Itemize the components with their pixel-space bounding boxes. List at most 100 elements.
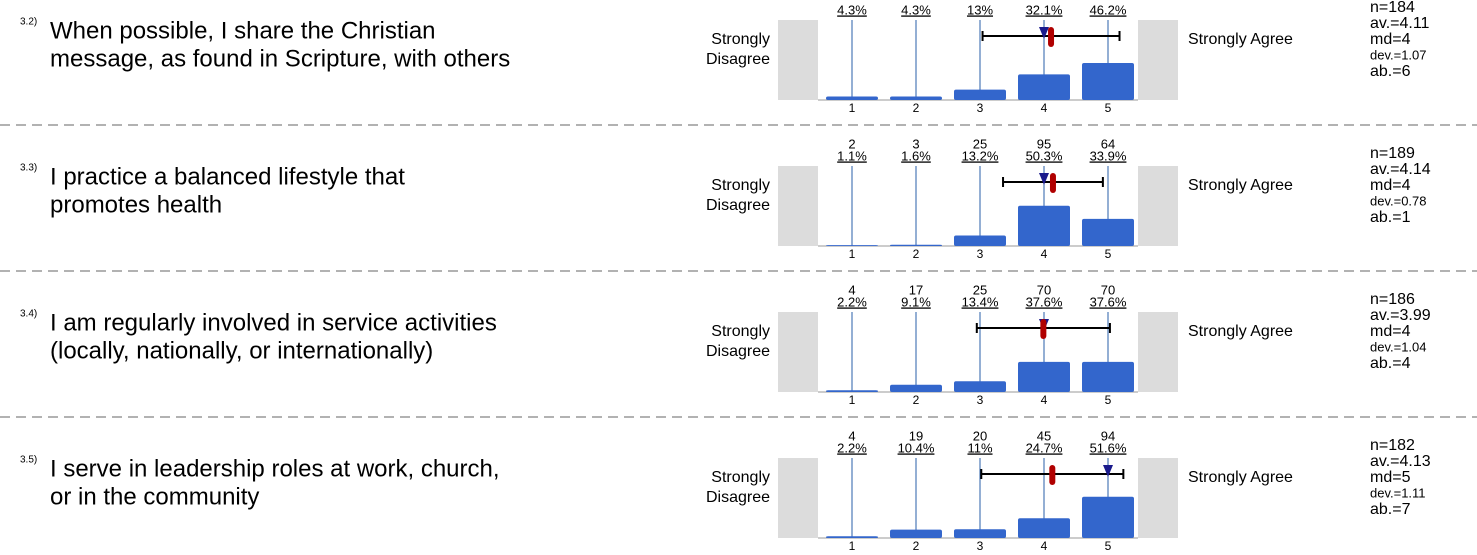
scale-label: 1 — [849, 247, 856, 261]
percent-label: 37.6% — [1090, 294, 1127, 309]
scale-label: 2 — [913, 247, 920, 261]
side-panel — [778, 312, 818, 392]
bar — [890, 244, 942, 246]
count-label: 4 — [848, 282, 855, 297]
question: I am regularly involved in service activ… — [50, 309, 497, 336]
right-label: Strongly Agree — [1188, 323, 1293, 340]
count-label: 17 — [909, 282, 923, 297]
median-marker — [1039, 27, 1049, 39]
stat-dev: dev.=1.04 — [1370, 339, 1427, 354]
scale-label: 5 — [1105, 539, 1112, 553]
count-label: 95 — [1037, 136, 1051, 151]
bar — [890, 96, 942, 100]
right-label: Strongly Agree — [1188, 469, 1293, 486]
scale-label: 2 — [913, 393, 920, 407]
side-panel — [778, 20, 818, 100]
stat-n: n=182 — [1370, 437, 1415, 454]
percent-label: 32.1% — [1026, 2, 1063, 17]
scale-label: 1 — [849, 101, 856, 115]
question: (locally, nationally, or internationally… — [50, 337, 433, 364]
left-label: Disagree — [706, 51, 770, 68]
scale-label: 2 — [913, 539, 920, 553]
percent-label: 1.6% — [901, 148, 931, 163]
scale-label: 1 — [849, 393, 856, 407]
stat-av: av.=3.99 — [1370, 307, 1431, 324]
bar — [954, 381, 1006, 392]
side-panel — [778, 458, 818, 538]
bar — [1082, 496, 1134, 538]
scale-label: 4 — [1041, 101, 1048, 115]
count-label: 25 — [973, 282, 987, 297]
percent-label: 10.4% — [898, 440, 935, 455]
stat-av: av.=4.14 — [1370, 161, 1431, 178]
stat-n: n=189 — [1370, 145, 1415, 162]
scale-label: 5 — [1105, 393, 1112, 407]
count-label: 25 — [973, 136, 987, 151]
stat-dev: dev.=0.78 — [1370, 193, 1427, 208]
bar — [826, 390, 878, 392]
stat-n: n=186 — [1370, 291, 1415, 308]
median-marker — [1103, 465, 1113, 477]
right-label: Strongly Agree — [1188, 177, 1293, 194]
question: I serve in leadership roles at work, chu… — [50, 455, 500, 482]
stat-md: md=4 — [1370, 177, 1411, 194]
count-label: 4 — [848, 428, 855, 443]
percent-label: 13.2% — [962, 148, 999, 163]
percent-label: 51.6% — [1090, 440, 1127, 455]
percent-label: 1.1% — [837, 148, 867, 163]
scale-label: 3 — [977, 539, 984, 553]
scale-label: 4 — [1041, 393, 1048, 407]
stat-dev: dev.=1.07 — [1370, 47, 1427, 62]
count-label: 45 — [1037, 428, 1051, 443]
percent-label: 37.6% — [1026, 294, 1063, 309]
count-label: 19 — [909, 428, 923, 443]
bar — [890, 529, 942, 538]
bar — [1018, 205, 1070, 246]
percent-label: 4.3% — [837, 2, 867, 17]
stat-n: n=184 — [1370, 0, 1415, 16]
question: When possible, I share the Christian — [50, 17, 436, 44]
stat-md: md=5 — [1370, 469, 1411, 486]
scale-label: 3 — [977, 247, 984, 261]
left-label: Disagree — [706, 343, 770, 360]
bar — [1082, 63, 1134, 100]
percent-label: 24.7% — [1026, 440, 1063, 455]
count-label: 70 — [1037, 282, 1051, 297]
scale-label: 2 — [913, 101, 920, 115]
stat-ab: ab.=6 — [1370, 63, 1411, 80]
mean-marker — [1048, 27, 1055, 47]
stat-ab: ab.=1 — [1370, 209, 1411, 226]
left-label: Disagree — [706, 197, 770, 214]
stat-md: md=4 — [1370, 31, 1411, 48]
side-panel — [1138, 458, 1178, 538]
stat-av: av.=4.13 — [1370, 453, 1431, 470]
bar — [954, 89, 1006, 100]
stat-md: md=4 — [1370, 323, 1411, 340]
left-label: Strongly — [711, 177, 770, 194]
left-label: Disagree — [706, 489, 770, 506]
item-number: 3.5) — [20, 455, 37, 466]
right-label: Strongly Agree — [1188, 31, 1293, 48]
percent-label: 2.2% — [837, 440, 867, 455]
count-label: 2 — [848, 136, 855, 151]
percent-label: 33.9% — [1090, 148, 1127, 163]
mean-marker — [1049, 465, 1056, 485]
item-number: 3.4) — [20, 309, 37, 320]
count-label: 3 — [912, 136, 919, 151]
scale-label: 5 — [1105, 101, 1112, 115]
percent-label: 2.2% — [837, 294, 867, 309]
bar — [954, 235, 1006, 246]
item-number: 3.2) — [20, 17, 37, 28]
bar — [826, 245, 878, 246]
mean-marker — [1049, 173, 1056, 193]
scale-label: 5 — [1105, 247, 1112, 261]
count-label: 64 — [1101, 136, 1115, 151]
side-panel — [778, 166, 818, 246]
side-panel — [1138, 312, 1178, 392]
percent-label: 4.3% — [901, 2, 931, 17]
bar — [1018, 74, 1070, 100]
percent-label: 9.1% — [901, 294, 931, 309]
bar — [826, 96, 878, 100]
scale-label: 3 — [977, 393, 984, 407]
